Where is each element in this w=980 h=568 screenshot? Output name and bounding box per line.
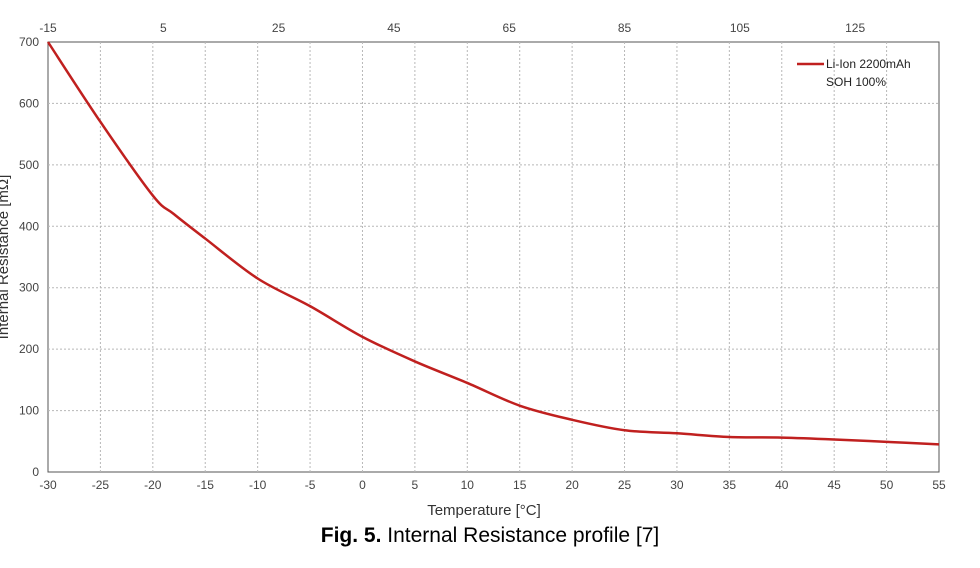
secondary-x-tick-label: -15: [39, 21, 57, 35]
x-tick-label: -20: [144, 478, 162, 492]
y-tick-label: 700: [19, 35, 39, 49]
x-tick-label: 20: [565, 478, 579, 492]
secondary-x-tick-label: 125: [845, 21, 865, 35]
plot-area: [47, 41, 940, 473]
legend: Li-Ion 2200mAh SOH 100%: [797, 57, 911, 89]
series-layer: [46, 41, 940, 446]
series-line: [46, 41, 940, 446]
y-tick-label: 300: [19, 281, 39, 295]
x-tick-label: 15: [513, 478, 527, 492]
secondary-x-tick-label: 65: [503, 21, 517, 35]
y-tick-label: 400: [19, 219, 39, 233]
secondary-x-tick-label: 105: [730, 21, 750, 35]
x-tick-label: 45: [827, 478, 841, 492]
caption-label: Fig. 5.: [320, 524, 382, 547]
y-axis-title: Internal Resistance [mΩ]: [0, 175, 12, 340]
x-tick-label: -5: [305, 478, 316, 492]
grid: [48, 42, 939, 472]
x-tick-label: 50: [880, 478, 894, 492]
x-tick-label: -15: [197, 478, 215, 492]
x-tick-label: 55: [932, 478, 946, 492]
y-axis-ticks: 0 100 200 300 400 500 600 700: [19, 35, 39, 479]
y-tick-label: 100: [19, 404, 39, 418]
caption-text: Internal Resistance profile [7]: [381, 524, 660, 547]
secondary-x-tick-label: 25: [272, 21, 286, 35]
secondary-x-axis-ticks: -15 5 25 45 65 85 105 125: [39, 21, 865, 35]
y-tick-label: 500: [19, 158, 39, 172]
x-axis-title: Temperature [°C]: [427, 502, 541, 519]
secondary-x-tick-label: 45: [387, 21, 401, 35]
x-tick-label: 10: [461, 478, 475, 492]
x-tick-label: 35: [723, 478, 737, 492]
x-tick-label: 0: [359, 478, 366, 492]
x-tick-label: 30: [670, 478, 684, 492]
secondary-x-tick-label: 85: [618, 21, 632, 35]
x-tick-label: 5: [412, 478, 419, 492]
legend-entry-2: SOH 100%: [826, 75, 886, 89]
y-tick-label: 600: [19, 96, 39, 110]
figure-caption: Fig. 5. Internal Resistance profile [7]: [0, 524, 980, 548]
y-tick-label: 0: [32, 465, 39, 479]
legend-entry-1: Li-Ion 2200mAh: [826, 57, 911, 71]
x-tick-label: -25: [92, 478, 110, 492]
x-tick-label: 25: [618, 478, 632, 492]
x-tick-label: -30: [39, 478, 57, 492]
x-tick-label: -10: [249, 478, 267, 492]
x-axis-ticks: -30 -25 -20 -15 -10 -5 0 5 10 15 20 25 30 35 40 45 50 55: [39, 478, 946, 492]
secondary-x-tick-label: 5: [160, 21, 167, 35]
x-tick-label: 40: [775, 478, 789, 492]
y-tick-label: 200: [19, 342, 39, 356]
